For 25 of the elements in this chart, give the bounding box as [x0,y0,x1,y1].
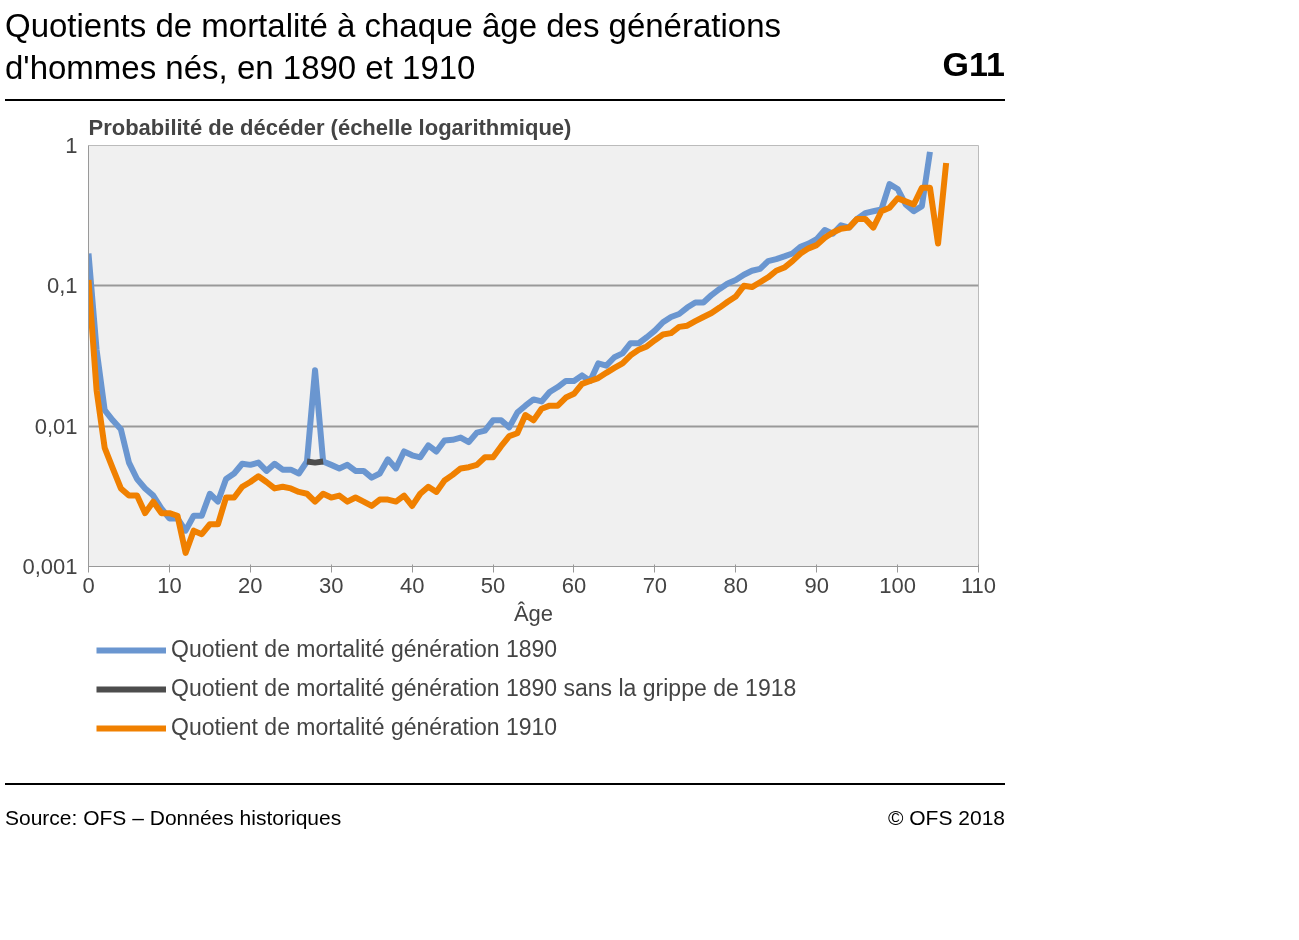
x-tick-label: 50 [480,572,506,598]
x-tick-label: 20 [238,572,263,598]
x-tick-label: 0 [82,572,95,598]
legend-label: Quotient de mortalité génération 1890 [171,636,558,663]
y-tick-label: 0,01 [34,413,78,439]
chart-title: Quotients de mortalité à chaque âge des générations d'hommes nés, en 1890 et 1910 [5,6,782,88]
x-tick-label: 110 [960,572,997,598]
text: G11 [942,44,1005,86]
x-tick-label: 80 [723,572,749,598]
legend-label: Quotient de mortalité génération 1910 [171,714,558,741]
x-tick-label: 90 [804,572,829,598]
x-tick-label: 10 [157,572,182,598]
y-tick-label: 1 [65,133,78,158]
y-tick-label: 0,001 [22,554,78,579]
text: © OFS 2018 [887,805,1005,831]
legend-label: Quotient de mortalité génération 1890 sans la grippe de 1918 [171,675,797,702]
y-axis-title: Probabilité de décéder (échelle logarithmique) [88,114,572,140]
x-tick-label: 100 [879,572,916,598]
x-tick-label: 70 [642,572,668,598]
source-note: Source: OFS – Données historiques [5,805,342,831]
x-tick-label: 30 [318,572,344,598]
y-tick-label: 0,1 [46,273,78,299]
x-axis-title: Âge [513,600,554,626]
x-tick-label: 60 [561,572,587,598]
x-tick-label: 40 [399,572,425,598]
